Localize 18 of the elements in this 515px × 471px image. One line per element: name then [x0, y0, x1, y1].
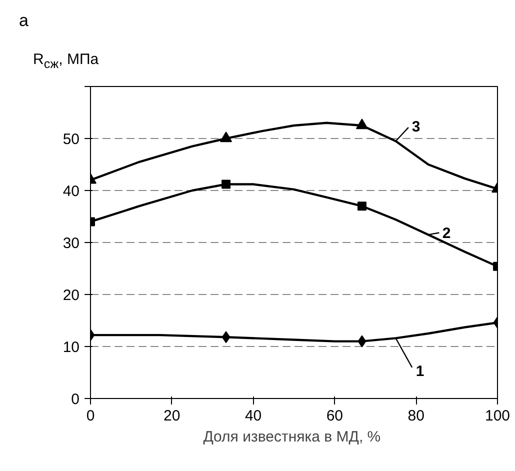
- x-tick-label: 0: [86, 408, 95, 424]
- y-tick-label: 40: [62, 183, 80, 200]
- x-tick-label: 40: [244, 408, 262, 424]
- y-tick-label: 20: [62, 287, 80, 304]
- x-tick-label: 60: [326, 408, 344, 424]
- series-label: 1: [416, 363, 424, 380]
- y-axis-title: R$_{сж}$, МПа: [33, 50, 99, 73]
- y-tick-label: 50: [62, 131, 80, 148]
- x-axis-title: Доля известняка в МД, %: [203, 428, 381, 446]
- y-tick-label: 0: [71, 391, 80, 408]
- x-tick-label: 80: [408, 408, 424, 424]
- y-tick-label: 10: [62, 339, 80, 356]
- x-tick-label: 100: [484, 408, 510, 424]
- y-tick-label: 30: [62, 235, 80, 252]
- chart-title: а: [19, 10, 28, 32]
- legend-label: 3: [412, 118, 420, 136]
- legend-label: 2: [442, 225, 451, 242]
- x-tick-label: 20: [164, 408, 180, 424]
